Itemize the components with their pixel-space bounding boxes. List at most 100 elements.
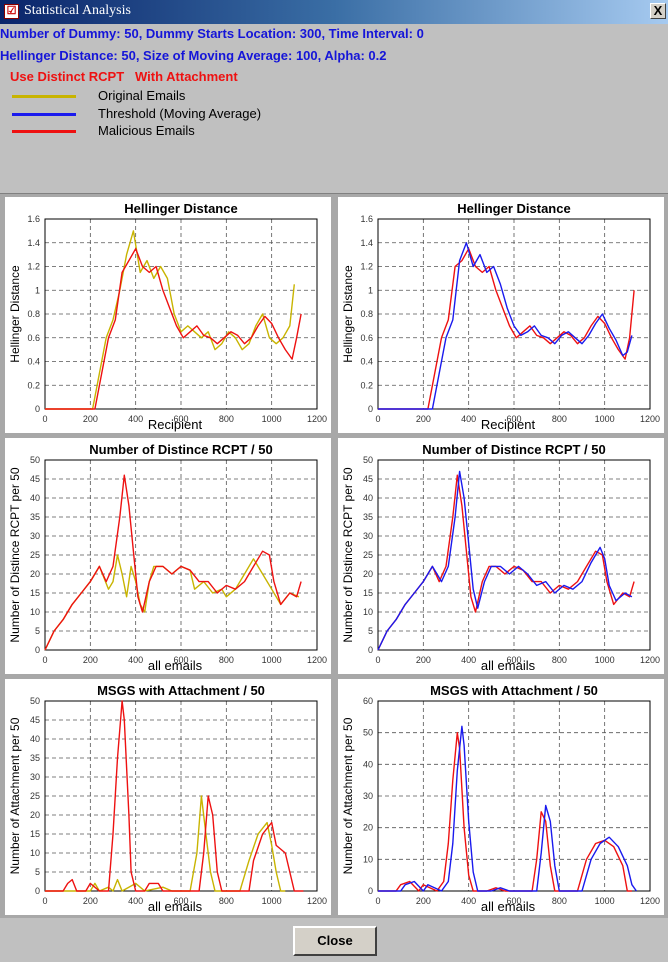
chart-panel-1: Hellinger Distance 0 200 400 600 800 1000 1200 0… — [5, 197, 331, 433]
y-tick-label: 15 — [30, 588, 40, 598]
y-tick-label: 45 — [30, 474, 40, 484]
y-tick-label: 30 — [30, 772, 40, 782]
x-axis-label: all emails — [481, 899, 536, 914]
series-line-malicious-emails — [45, 248, 302, 410]
series-line-threshold-moving-average — [378, 242, 633, 410]
series-line-original-emails — [44, 554, 300, 651]
window-close-button[interactable]: X — [650, 3, 666, 19]
legend-swatch-malicious — [12, 130, 76, 133]
y-tick-label: 0 — [35, 886, 40, 896]
x-tick-label: 600 — [173, 896, 188, 906]
x-tick-label: 0 — [375, 655, 380, 665]
y-tick-label: 1 — [368, 285, 373, 295]
x-tick-label: 200 — [416, 896, 431, 906]
x-tick-label: 200 — [83, 655, 98, 665]
x-tick-label: 800 — [219, 896, 234, 906]
chart-title: Hellinger Distance — [124, 201, 237, 216]
y-tick-label: 1.2 — [27, 262, 40, 272]
x-tick-label: 1200 — [307, 414, 327, 424]
x-tick-label: 600 — [173, 414, 188, 424]
params-line-2: Hellinger Distance: 50, Size of Moving A… — [0, 48, 387, 63]
y-tick-label: 50 — [363, 728, 373, 738]
y-tick-label: 35 — [363, 512, 373, 522]
y-tick-label: 45 — [363, 474, 373, 484]
y-tick-label: 1.6 — [360, 214, 373, 224]
title-bar: ☑ Statistical Analysis X — [0, 0, 668, 24]
y-axis-label: Number of Distince RCPT per 50 — [341, 467, 355, 643]
params-line-1: Number of Dummy: 50, Dummy Starts Locati… — [0, 26, 424, 41]
x-tick-label: 600 — [173, 655, 188, 665]
x-tick-label: 600 — [506, 655, 521, 665]
mode-with-attachment: With Attachment — [134, 69, 238, 84]
x-tick-label: 400 — [461, 896, 476, 906]
x-tick-label: 800 — [552, 655, 567, 665]
y-tick-label: 25 — [363, 550, 373, 560]
y-tick-label: 1.2 — [360, 262, 373, 272]
x-tick-label: 1200 — [307, 896, 327, 906]
y-tick-label: 30 — [30, 531, 40, 541]
y-tick-label: 25 — [30, 791, 40, 801]
y-tick-label: 15 — [30, 829, 40, 839]
y-tick-label: 30 — [363, 791, 373, 801]
y-tick-label: 20 — [363, 823, 373, 833]
x-tick-label: 1000 — [595, 414, 615, 424]
y-axis-label: Hellinger Distance — [341, 265, 355, 363]
y-axis-label: Number of Distince RCPT per 50 — [8, 467, 22, 643]
y-tick-label: 5 — [368, 626, 373, 636]
mode-line: Use Distinct RCPT With Attachment — [10, 69, 238, 84]
y-tick-label: 0 — [368, 404, 373, 414]
close-button[interactable]: Close — [293, 926, 377, 956]
chart-attachment-threshold: MSGS with Attachment / 500 200 400 600 800 10… — [341, 683, 660, 914]
x-axis-label: all emails — [481, 658, 536, 673]
x-tick-label: 1000 — [595, 896, 615, 906]
chart-distinct-rcpt-original: Number of Distince RCPT / 500 200 400 600 80… — [8, 442, 327, 673]
y-tick-label: 0.6 — [27, 333, 40, 343]
legend-label-threshold: Threshold (Moving Average) — [98, 106, 262, 121]
legend-swatch-original — [12, 95, 76, 98]
x-tick-label: 400 — [128, 896, 143, 906]
x-axis-label: Recipient — [481, 417, 536, 432]
legend-label-original: Original Emails — [98, 88, 186, 103]
y-tick-label: 0 — [368, 645, 373, 655]
y-tick-label: 0 — [368, 886, 373, 896]
x-axis-label: all emails — [148, 658, 203, 673]
chart-hellinger-threshold: Hellinger Distance 0 200 400 600 800 1000 1200 0… — [341, 201, 660, 432]
x-tick-label: 0 — [42, 655, 47, 665]
x-tick-label: 400 — [128, 414, 143, 424]
chart-title: MSGS with Attachment / 50 — [430, 683, 598, 698]
x-tick-label: 1000 — [262, 655, 282, 665]
chart-panel-6: MSGS with Attachment / 50 0 200 400 600 800 10… — [338, 679, 664, 915]
y-tick-label: 45 — [30, 715, 40, 725]
y-tick-label: 0.4 — [27, 357, 40, 367]
x-tick-label: 200 — [416, 655, 431, 665]
y-tick-label: 35 — [30, 512, 40, 522]
x-tick-label: 1000 — [595, 655, 615, 665]
y-tick-label: 50 — [30, 455, 40, 465]
x-tick-label: 1200 — [640, 655, 660, 665]
y-tick-label: 1 — [35, 285, 40, 295]
chart-hellinger-original: Hellinger Distance 0 200 400 600 800 1000 1200 0… — [8, 201, 327, 432]
x-axis-label: all emails — [148, 899, 203, 914]
y-tick-label: 1.6 — [27, 214, 40, 224]
window-title: Statistical Analysis — [24, 3, 131, 18]
y-tick-label: 15 — [363, 588, 373, 598]
y-tick-label: 0.2 — [360, 380, 373, 390]
x-tick-label: 400 — [461, 655, 476, 665]
y-tick-label: 0.2 — [27, 380, 40, 390]
y-tick-label: 40 — [363, 759, 373, 769]
y-tick-label: 5 — [35, 867, 40, 877]
plot-frame — [377, 459, 651, 651]
series-line-malicious-emails — [378, 248, 635, 410]
x-tick-label: 800 — [552, 414, 567, 424]
series-line-threshold-moving-average — [378, 725, 637, 892]
x-tick-label: 0 — [375, 414, 380, 424]
x-tick-label: 600 — [506, 896, 521, 906]
y-axis-label: Number of Attachment per 50 — [8, 717, 22, 874]
y-tick-label: 5 — [35, 626, 40, 636]
chart-title: Number of Distince RCPT / 50 — [89, 442, 272, 457]
chart-panel-5: MSGS with Attachment / 50 0 200 400 600 800 10… — [5, 679, 331, 915]
x-tick-label: 800 — [219, 655, 234, 665]
x-tick-label: 200 — [83, 414, 98, 424]
app-icon: ☑ — [4, 4, 19, 19]
plot-frame — [44, 218, 318, 410]
